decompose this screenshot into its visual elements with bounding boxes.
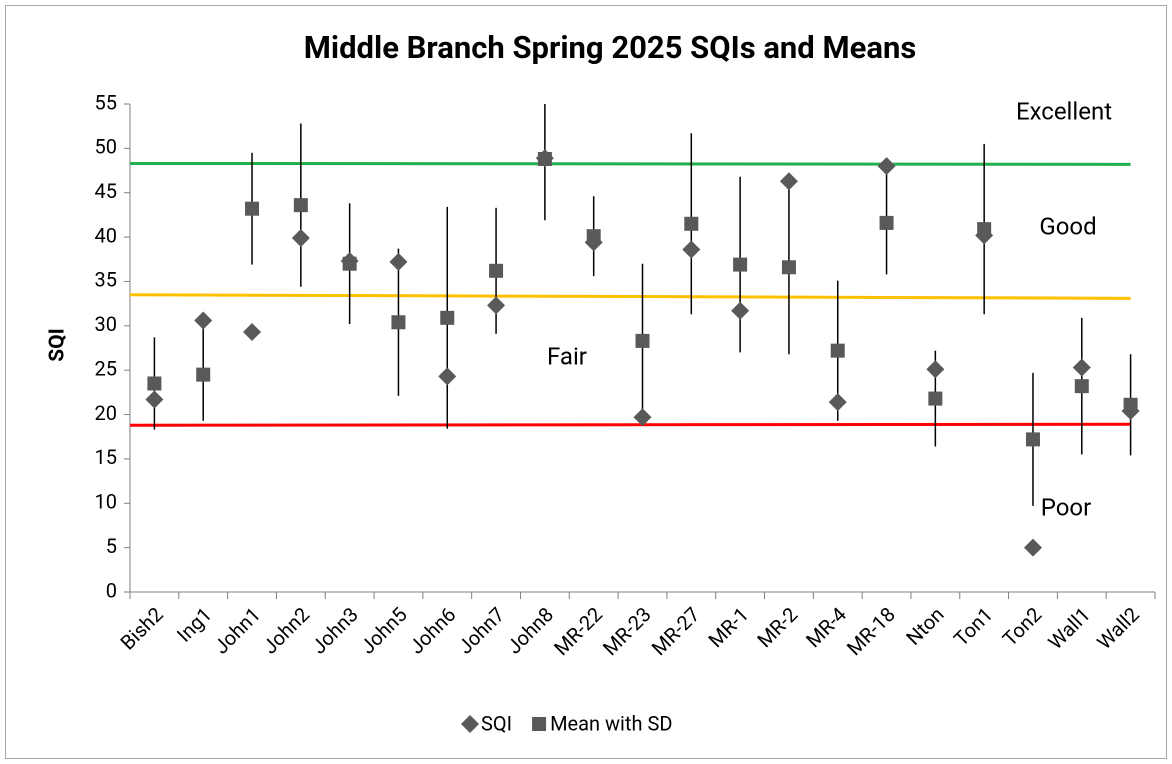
- annotation: Good: [1039, 212, 1096, 240]
- square-marker: [928, 391, 943, 406]
- square-marker: [879, 215, 894, 230]
- y-tick-label: 15: [95, 445, 117, 469]
- diamond-marker: [1023, 538, 1042, 557]
- diamond-marker: [1121, 401, 1140, 420]
- diamond-marker: [1072, 358, 1091, 377]
- diamond-marker: [731, 301, 750, 320]
- diamond-marker: [535, 149, 554, 168]
- square-marker: [1074, 379, 1089, 394]
- y-tick-label: 50: [95, 135, 117, 159]
- annotation: Fair: [547, 342, 587, 370]
- square-marker: [733, 257, 748, 272]
- diamond-marker: [291, 228, 310, 247]
- square-marker: [489, 263, 504, 278]
- diamond-marker: [243, 323, 262, 342]
- square-marker: [635, 333, 650, 348]
- annotation: Excellent: [1016, 97, 1112, 125]
- y-axis-label: SQI: [46, 328, 70, 362]
- diamond-marker: [438, 367, 457, 386]
- square-marker: [293, 198, 308, 213]
- chart-title: Middle Branch Spring 2025 SQIs and Means: [304, 29, 917, 66]
- reference-line: [129, 161, 1131, 166]
- square-marker: [781, 260, 796, 275]
- diamond-marker: [145, 390, 164, 409]
- annotation: Poor: [1041, 493, 1092, 521]
- diamond-marker: [975, 226, 994, 245]
- legend-label: Mean with SD: [550, 711, 672, 735]
- square-marker: [830, 343, 845, 358]
- diamond-marker: [682, 240, 701, 259]
- diamond-marker: [633, 408, 652, 427]
- diamond-marker: [389, 252, 408, 271]
- reference-line: [129, 293, 1131, 300]
- y-tick-label: 45: [95, 179, 117, 203]
- diamond-marker: [487, 296, 506, 315]
- y-tick-label: 55: [95, 90, 117, 114]
- square-marker: [245, 201, 260, 216]
- square-marker: [440, 310, 455, 325]
- legend-marker: [461, 715, 479, 733]
- y-tick-label: 40: [95, 223, 117, 247]
- plot-area: [145, 104, 1140, 557]
- y-tick-label: 35: [95, 268, 117, 292]
- diamond-marker: [926, 360, 945, 379]
- y-tick-label: 10: [95, 490, 117, 514]
- y-tick-label: 25: [95, 356, 117, 380]
- square-marker: [391, 315, 406, 330]
- square-marker: [196, 367, 211, 382]
- y-tick-label: 30: [95, 312, 117, 336]
- y-tick-label: 20: [95, 401, 117, 425]
- reference-line: [129, 422, 1131, 427]
- legend-label: SQI: [481, 711, 512, 735]
- diamond-marker: [828, 393, 847, 412]
- legend-marker: [532, 717, 547, 731]
- y-tick-label: 0: [106, 578, 117, 602]
- diamond-marker: [779, 172, 798, 191]
- diamond-marker: [584, 233, 603, 252]
- square-marker: [147, 376, 162, 391]
- diamond-marker: [194, 311, 213, 330]
- diamond-marker: [877, 157, 896, 176]
- square-marker: [1025, 432, 1040, 447]
- square-marker: [684, 216, 699, 231]
- y-tick-label: 5: [106, 534, 117, 558]
- diamond-marker: [340, 252, 359, 271]
- chart-border: [5, 5, 1167, 759]
